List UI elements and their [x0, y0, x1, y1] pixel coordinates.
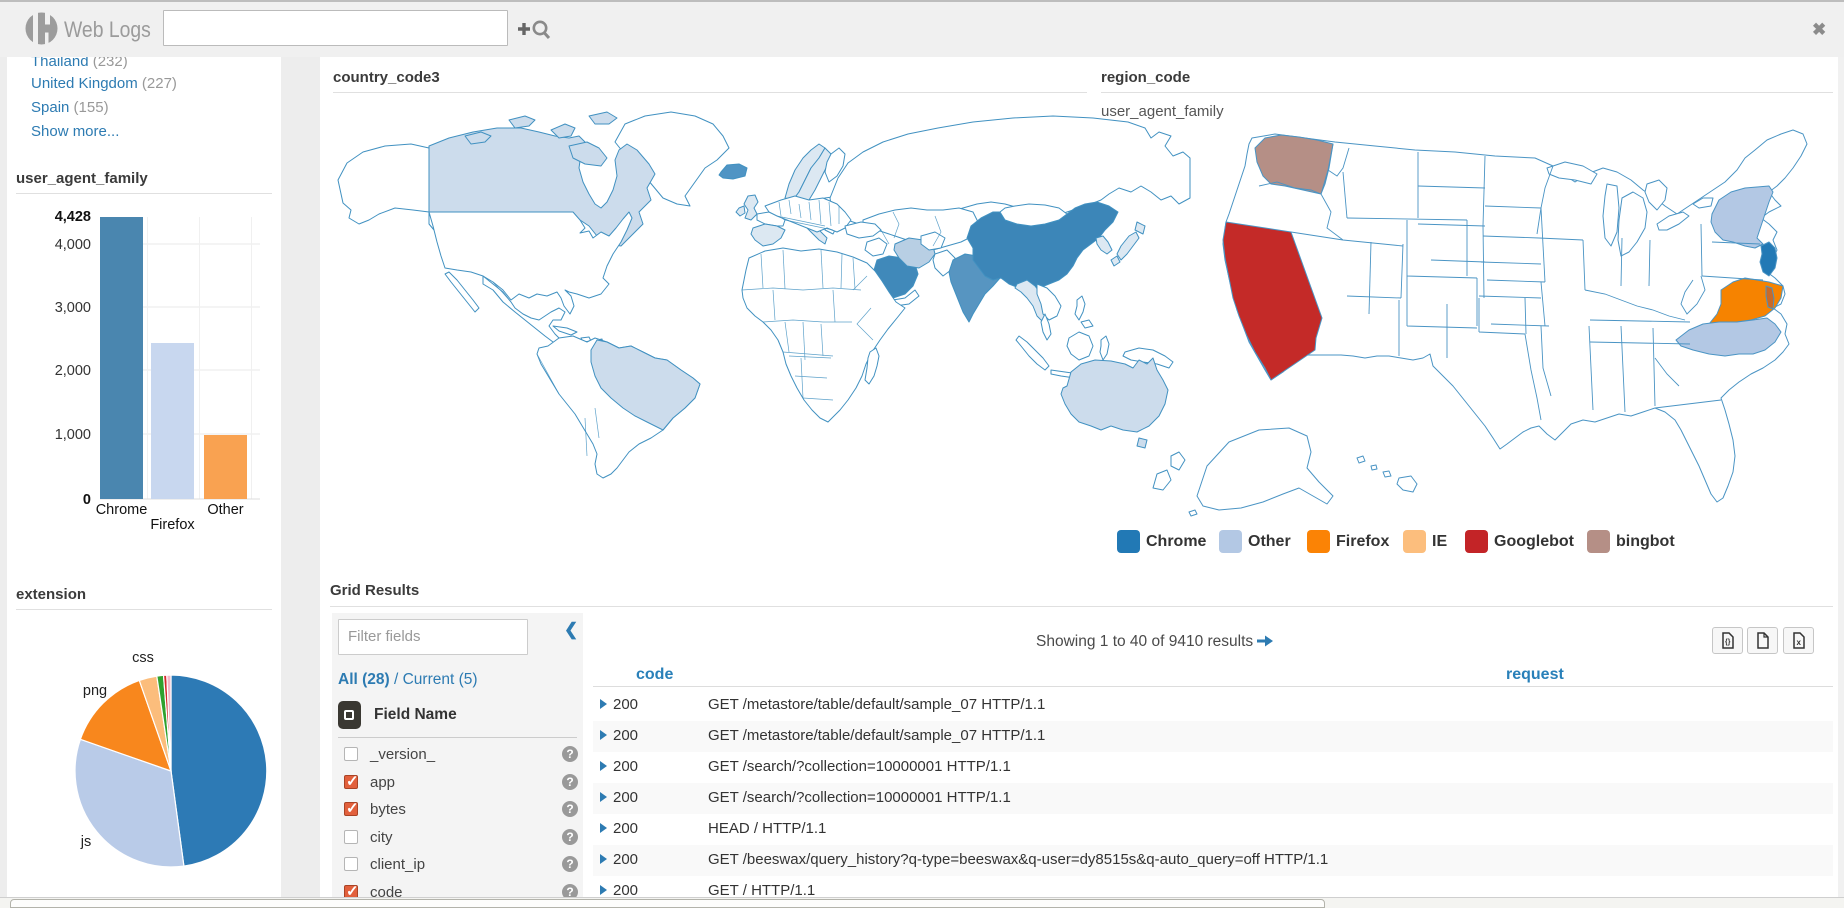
- svg-text:{}: {}: [1725, 639, 1731, 646]
- svg-text:Chrome: Chrome: [96, 502, 148, 518]
- svg-text:Firefox: Firefox: [150, 517, 195, 533]
- svg-text:4,428: 4,428: [55, 209, 91, 225]
- svg-text:1,000: 1,000: [55, 427, 91, 443]
- svg-text:Other: Other: [207, 502, 243, 518]
- svg-text:png: png: [83, 683, 107, 699]
- svg-text:2,000: 2,000: [55, 363, 91, 379]
- svg-text:0: 0: [83, 492, 91, 508]
- svg-text:4,000: 4,000: [55, 237, 91, 253]
- svg-text:js: js: [80, 834, 91, 850]
- svg-text:3,000: 3,000: [55, 300, 91, 316]
- svg-text:css: css: [132, 650, 154, 666]
- svg-text:x: x: [1797, 638, 1802, 647]
